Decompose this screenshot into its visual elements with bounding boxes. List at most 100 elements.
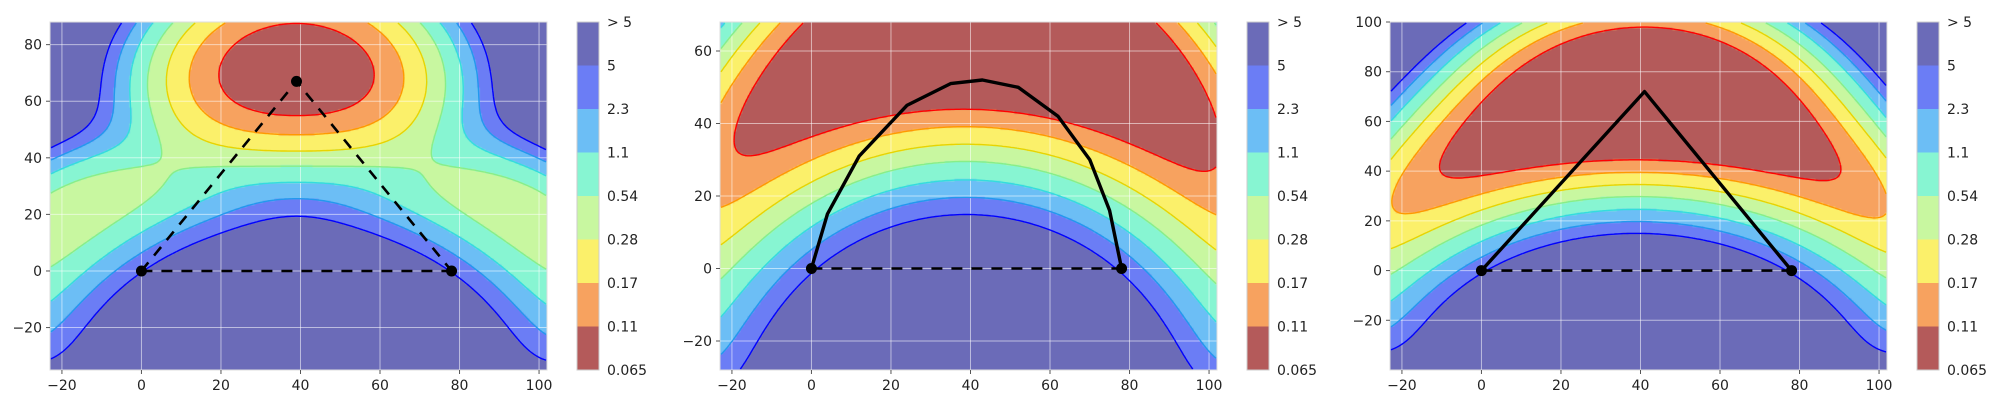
colorbar-label: > 5 [1277,15,1302,31]
colorbar-frame [1916,21,1940,371]
x-tick-label: −20 [717,378,747,394]
data-point [1116,263,1128,274]
colorbar-label: > 5 [607,15,632,31]
x-tick-label: 60 [371,378,389,394]
colorbar-band [1247,283,1269,327]
y-tick-label: 0 [1373,264,1382,280]
contour-line [1391,22,1887,219]
solid-path [1480,89,1793,272]
colorbar-label: 0.065 [1277,363,1317,379]
panel-right: −20 0 20 40 60 80 100 −20 0 20 40 60 80 100 > 5 5 2.3 1… [1352,15,1987,394]
solid-path [809,78,1124,269]
colorbar-band [1247,109,1269,153]
x-tick-label: 40 [962,378,980,394]
colorbar: > 5 5 2.3 1.1 0.54 0.28 0.17 0.11 0.065 [1246,15,1317,379]
contour-lines [720,22,1217,370]
x-tick-label: 40 [292,378,310,394]
colorbar-label: 2.3 [1947,102,1969,118]
x-tick-label: 20 [882,378,900,394]
points [805,263,1128,274]
colorbar-band [577,22,599,66]
y-tick-label: 60 [694,44,712,60]
y-axis: −20 0 20 40 60 [682,44,720,350]
x-tick-label: 80 [1121,378,1139,394]
x-tick-label: 40 [1632,378,1650,394]
colorbar-label: > 5 [1947,15,1972,31]
y-tick-label: 40 [24,151,42,167]
contour-field [50,22,547,370]
x-tick-label: 0 [1477,378,1486,394]
path-lines [1480,89,1793,272]
y-tick-label: 80 [24,38,42,54]
y-tick-label: 20 [24,207,42,223]
data-point [135,265,147,277]
contour-line [1390,22,1887,279]
points [135,75,458,277]
data-point [1786,265,1798,277]
x-tick-label: 100 [526,378,553,394]
y-tick-label: 20 [1364,214,1382,230]
contour-line [50,22,547,336]
colorbar-band [577,196,599,240]
colorbar-band [1917,152,1939,197]
plot-frame [49,21,548,371]
colorbar-label: 0.17 [607,276,638,292]
x-tick-label: 0 [807,378,816,394]
colorbar-band [1247,22,1269,66]
colorbar-band [1247,239,1269,284]
plot-frame [1389,21,1888,371]
colorbar-label: 0.28 [1947,233,1978,249]
contour-lines [50,22,547,361]
contour-line [1390,22,1887,306]
colorbar-band [1247,65,1269,110]
y-tick-label: 60 [1364,114,1382,130]
colorbar-label: 0.28 [607,233,638,249]
x-tick-label: 100 [1196,378,1223,394]
grid [50,22,547,370]
points [1475,265,1798,277]
x-axis: −20 0 20 40 60 80 100 [1387,370,1892,394]
panel-left: −20 0 20 40 60 80 100 −20 0 20 40 60 80 > 5 5 2.3 1.1 0… [12,15,647,394]
data-point [291,75,303,87]
colorbar-label: 0.28 [1277,233,1308,249]
colorbar-band [577,283,599,327]
colorbar-label: 1.1 [1947,146,1969,162]
colorbar-label: 0.11 [1947,320,1978,336]
colorbar-label: 2.3 [1277,102,1299,118]
y-tick-label: 80 [1364,65,1382,81]
x-tick-label: −20 [47,378,77,394]
y-tick-label: 0 [33,264,42,280]
y-tick-label: 20 [694,189,712,205]
contour-line [188,22,405,136]
contour-line [50,22,547,270]
y-tick-label: 40 [694,117,712,133]
colorbar-band [1917,196,1939,240]
colorbar-label: 0.17 [1277,276,1308,292]
colorbar-label: 2.3 [607,102,629,118]
contour-line [720,22,1217,216]
colorbar-band [1247,152,1269,197]
y-axis: −20 0 20 40 60 80 [12,38,50,337]
contour-line [720,22,1217,285]
contour-line [50,22,547,361]
colorbar-band [1917,326,1939,371]
data-point [446,265,458,277]
x-axis: −20 0 20 40 60 80 100 [47,370,552,394]
contour-line [1390,22,1887,331]
contour-line [720,196,1217,359]
grid [1390,21,1887,370]
colorbar-label: 5 [1277,59,1286,75]
panel-middle: −20 0 20 40 60 80 100 −20 0 20 40 60 > 5 5 2.3 1.1 0.5… [682,15,1317,394]
x-tick-label: 60 [1041,378,1059,394]
contour-line [50,22,547,305]
contour-line [1438,26,1842,182]
x-tick-label: 20 [1552,378,1570,394]
path-lines [809,78,1124,270]
y-tick-label: 40 [1364,164,1382,180]
contour-line [733,22,1217,172]
colorbar-label: 0.11 [1277,320,1308,336]
y-tick-label: 60 [24,94,42,110]
x-tick-label: 80 [1791,378,1809,394]
colorbar-frame [1246,21,1270,371]
y-tick-label: −20 [12,321,42,337]
